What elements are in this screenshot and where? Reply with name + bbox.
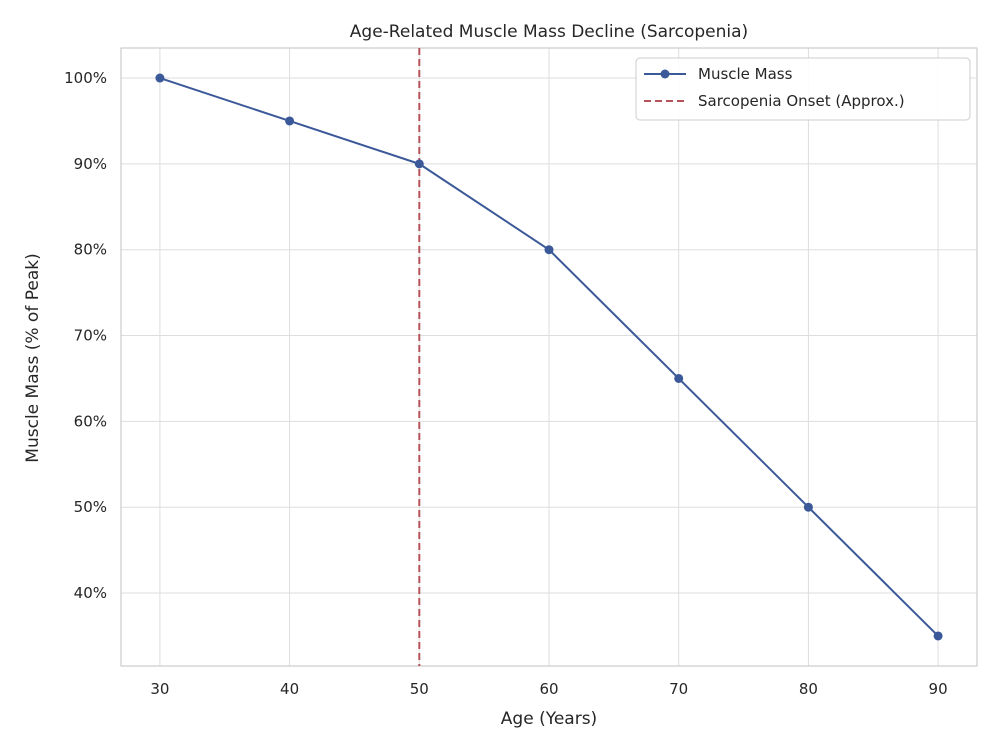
legend-dot-muscle-mass (660, 69, 670, 79)
muscle-mass-point (674, 373, 684, 383)
muscle-mass-point (155, 73, 165, 83)
x-tick-label: 70 (669, 680, 688, 698)
legend: Muscle Mass Sarcopenia Onset (Approx.) (635, 57, 971, 121)
x-tick-label: 60 (539, 680, 558, 698)
muscle-mass-point (803, 502, 813, 512)
muscle-mass-point (285, 116, 295, 126)
muscle-mass-point (544, 245, 554, 255)
legend-label-sarcopenia-onset: Sarcopenia Onset (Approx.) (698, 92, 905, 110)
y-tick-label: 80% (74, 241, 107, 259)
chart-title: Age-Related Muscle Mass Decline (Sarcope… (350, 22, 748, 42)
y-axis-label: Muscle Mass (% of Peak) (23, 253, 43, 462)
x-tick-label: 50 (410, 680, 429, 698)
tick-labels: 30 40 50 60 70 80 90 40% 50% 60% 70% 80% 90% 100% (64, 69, 948, 698)
y-tick-label: 70% (74, 327, 107, 345)
legend-label-muscle-mass: Muscle Mass (698, 65, 793, 83)
x-tick-label: 40 (280, 680, 299, 698)
muscle-mass-point (414, 159, 424, 169)
x-tick-label: 90 (929, 680, 948, 698)
grid (121, 48, 977, 666)
y-tick-label: 60% (74, 412, 107, 430)
muscle-mass-point (933, 631, 943, 641)
y-tick-label: 40% (74, 584, 107, 602)
y-tick-label: 50% (74, 498, 107, 516)
y-tick-label: 90% (74, 155, 107, 173)
x-tick-label: 30 (150, 680, 169, 698)
series (155, 73, 943, 641)
legend-box (635, 57, 971, 121)
y-tick-label: 100% (64, 69, 107, 87)
x-tick-label: 80 (799, 680, 818, 698)
plot-frame (120, 47, 978, 667)
x-axis-label: Age (Years) (501, 709, 597, 729)
